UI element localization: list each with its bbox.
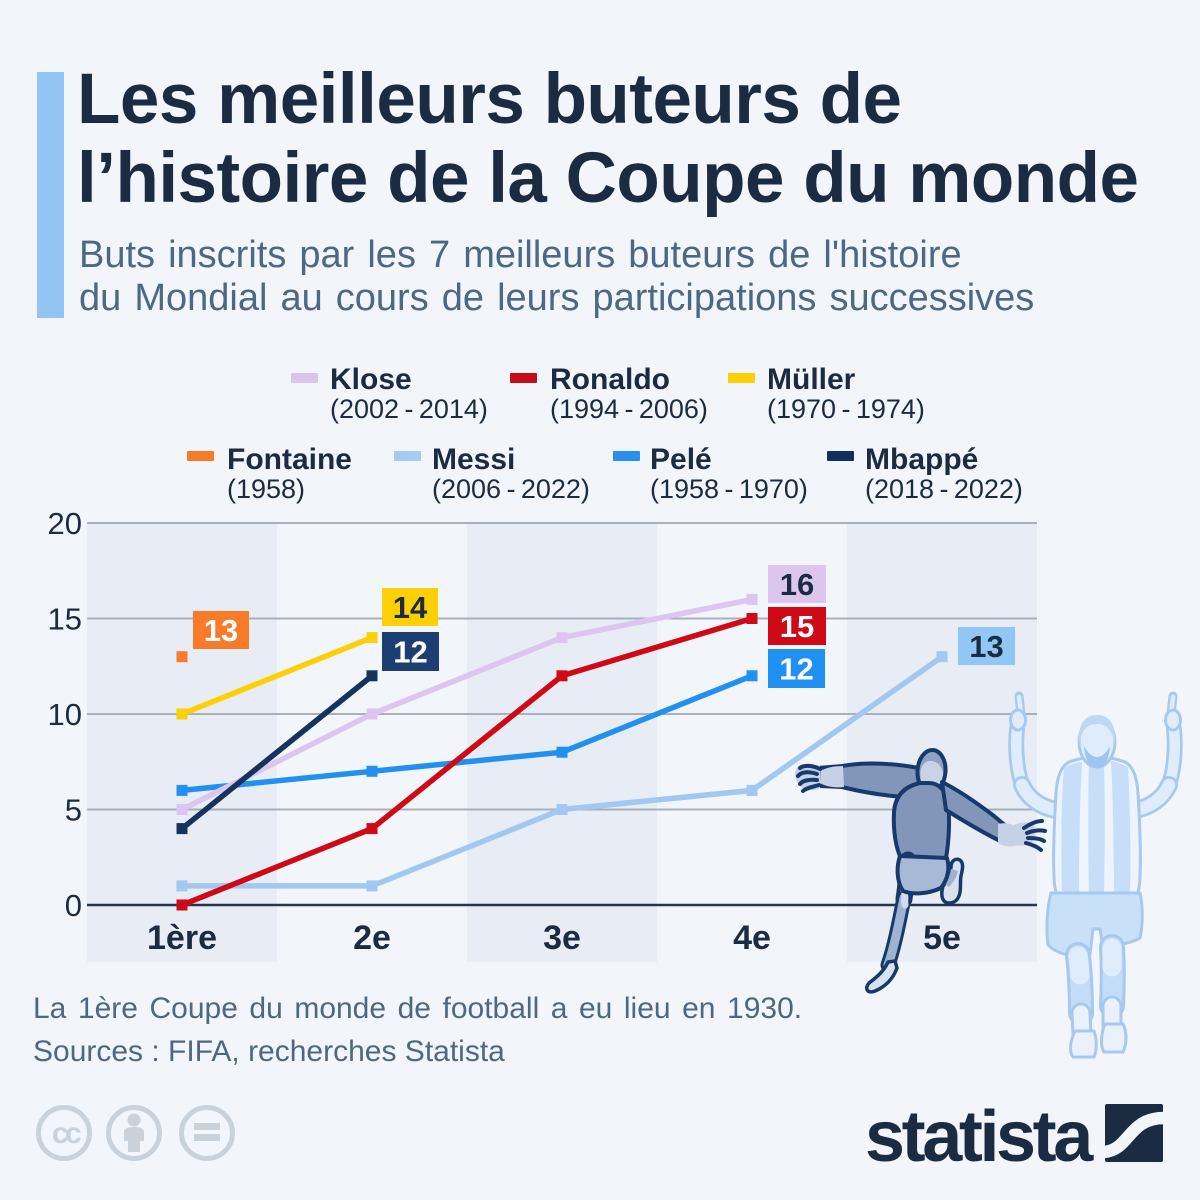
svg-text:cc: cc xyxy=(52,1117,81,1150)
svg-text:12: 12 xyxy=(779,652,813,687)
svg-text:16: 16 xyxy=(780,567,814,602)
svg-text:4e: 4e xyxy=(733,919,771,957)
svg-text:5: 5 xyxy=(65,793,82,828)
svg-text:3e: 3e xyxy=(543,919,581,957)
svg-text:15: 15 xyxy=(48,602,82,637)
svg-text:2e: 2e xyxy=(353,919,391,957)
svg-text:13: 13 xyxy=(969,629,1003,664)
svg-text:13: 13 xyxy=(204,613,238,648)
svg-text:20: 20 xyxy=(48,506,82,541)
svg-text:0: 0 xyxy=(65,888,82,923)
svg-text:statista: statista xyxy=(865,1097,1094,1177)
svg-text:12: 12 xyxy=(393,635,427,670)
svg-text:1ère: 1ère xyxy=(147,919,217,957)
svg-text:14: 14 xyxy=(393,590,428,625)
svg-text:5e: 5e xyxy=(923,919,961,957)
svg-text:10: 10 xyxy=(48,697,82,732)
svg-text:15: 15 xyxy=(780,609,814,644)
